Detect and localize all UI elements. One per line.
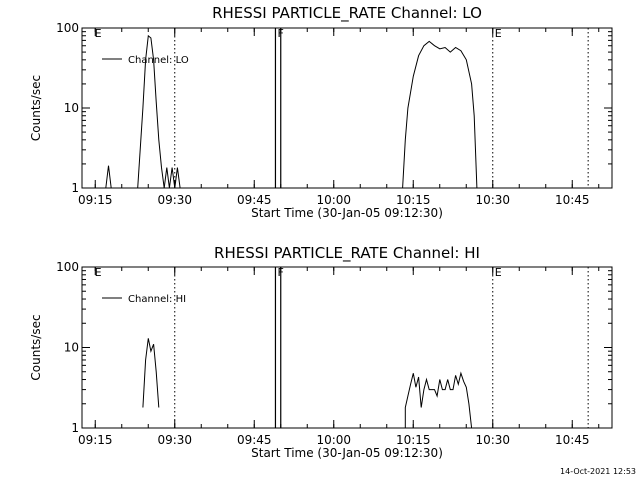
y-tick-label: 1 <box>71 181 79 195</box>
x-tick-label: 10:00 <box>316 433 351 447</box>
series-line-segment <box>105 165 112 188</box>
x-tick-label: 09:15 <box>78 433 113 447</box>
event-marker-label: E <box>495 266 502 279</box>
x-tick-label: 10:30 <box>475 193 510 207</box>
x-axis-label: Start Time (30-Jan-05 09:12:30) <box>251 446 443 460</box>
plot-frame <box>81 266 613 429</box>
x-tick-label: 09:15 <box>78 193 113 207</box>
x-axis-label: Start Time (30-Jan-05 09:12:30) <box>251 206 443 220</box>
y-tick-label: 1 <box>71 421 79 435</box>
chart-panel-0: RHESSI PARTICLE_RATE Channel: LO 1 10 100 09… <box>29 4 613 220</box>
chart-title: RHESSI PARTICLE_RATE Channel: LO <box>212 4 482 23</box>
legend-label: Channel: LO <box>128 55 189 66</box>
y-tick-label: 100 <box>56 260 79 274</box>
x-tick-label: 10:15 <box>396 193 431 207</box>
series-line-segment <box>142 338 160 408</box>
series-line-segment <box>402 40 478 188</box>
legend-label: Channel: HI <box>128 294 186 305</box>
chart-title: RHESSI PARTICLE_RATE Channel: HI <box>214 244 480 263</box>
y-axis-label: Counts/sec <box>29 75 43 141</box>
event-marker-label: E <box>95 27 102 40</box>
series-line-segment <box>137 34 165 188</box>
event-marker-label: E <box>95 266 102 279</box>
y-tick-label: 10 <box>64 341 79 355</box>
x-tick-label: 09:45 <box>237 433 272 447</box>
y-tick-label: 10 <box>64 101 79 115</box>
x-tick-label: 10:15 <box>396 433 431 447</box>
chart-panel-1: RHESSI PARTICLE_RATE Channel: HI 1 10 100 09… <box>29 244 613 460</box>
x-tick-label: 10:00 <box>316 193 351 207</box>
x-tick-label: 10:45 <box>555 193 590 207</box>
x-tick-label: 09:30 <box>157 433 192 447</box>
x-tick-label: 09:30 <box>157 193 192 207</box>
x-tick-label: 10:45 <box>555 433 590 447</box>
plot-timestamp: 14-Oct-2021 12:53 <box>560 467 636 476</box>
series-line-segment <box>404 371 473 428</box>
x-tick-label: 09:45 <box>237 193 272 207</box>
x-tick-label: 10:30 <box>475 433 510 447</box>
event-marker-label: E <box>495 27 502 40</box>
y-axis-label: Counts/sec <box>29 314 43 380</box>
y-tick-label: 100 <box>56 21 79 35</box>
series-line-segment <box>163 167 181 188</box>
